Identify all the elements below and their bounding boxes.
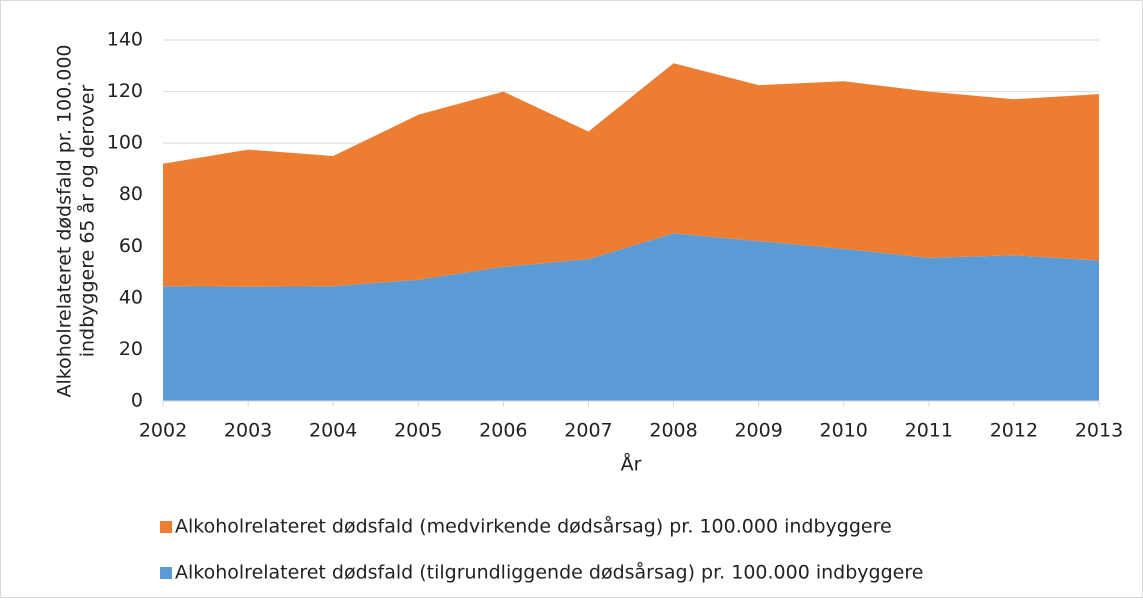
- x-tick-label: 2012: [990, 420, 1038, 442]
- y-tick-label: 60: [119, 235, 143, 257]
- x-tick-label: 2007: [564, 420, 612, 442]
- y-axis-label: Alkoholrelateret dødsfald pr. 100.000: [54, 44, 76, 397]
- y-tick-label: 100: [107, 132, 143, 154]
- area: [163, 63, 1099, 287]
- x-tick-label: 2008: [649, 420, 697, 442]
- area: [163, 233, 1099, 401]
- x-tick-label: 2011: [905, 420, 953, 442]
- legend-label: Alkoholrelateret dødsfald (medvirkende d…: [175, 515, 892, 538]
- y-tick-label: 20: [119, 338, 143, 360]
- x-tick-label: 2010: [820, 420, 868, 442]
- x-tick-label: 2006: [479, 420, 527, 442]
- x-tick-label: 2013: [1075, 420, 1123, 442]
- y-tick-label: 120: [107, 80, 143, 102]
- y-axis-label: indbyggere 65 år og derover: [76, 85, 99, 358]
- x-tick-label: 2002: [139, 420, 187, 442]
- y-tick-label: 140: [107, 29, 143, 51]
- y-tick-label: 0: [131, 390, 143, 412]
- y-tick-label: 80: [119, 183, 143, 205]
- x-tick-label: 2005: [394, 420, 442, 442]
- y-tick-label: 40: [119, 286, 143, 308]
- legend-swatch: [160, 521, 172, 533]
- x-tick-label: 2003: [224, 420, 272, 442]
- x-axis-label: År: [621, 453, 642, 476]
- x-tick-label: 2004: [309, 420, 357, 442]
- legend-swatch: [160, 567, 172, 579]
- legend-label: Alkoholrelateret dødsfald (tilgrundligge…: [175, 561, 923, 584]
- x-tick-label: 2009: [734, 420, 782, 442]
